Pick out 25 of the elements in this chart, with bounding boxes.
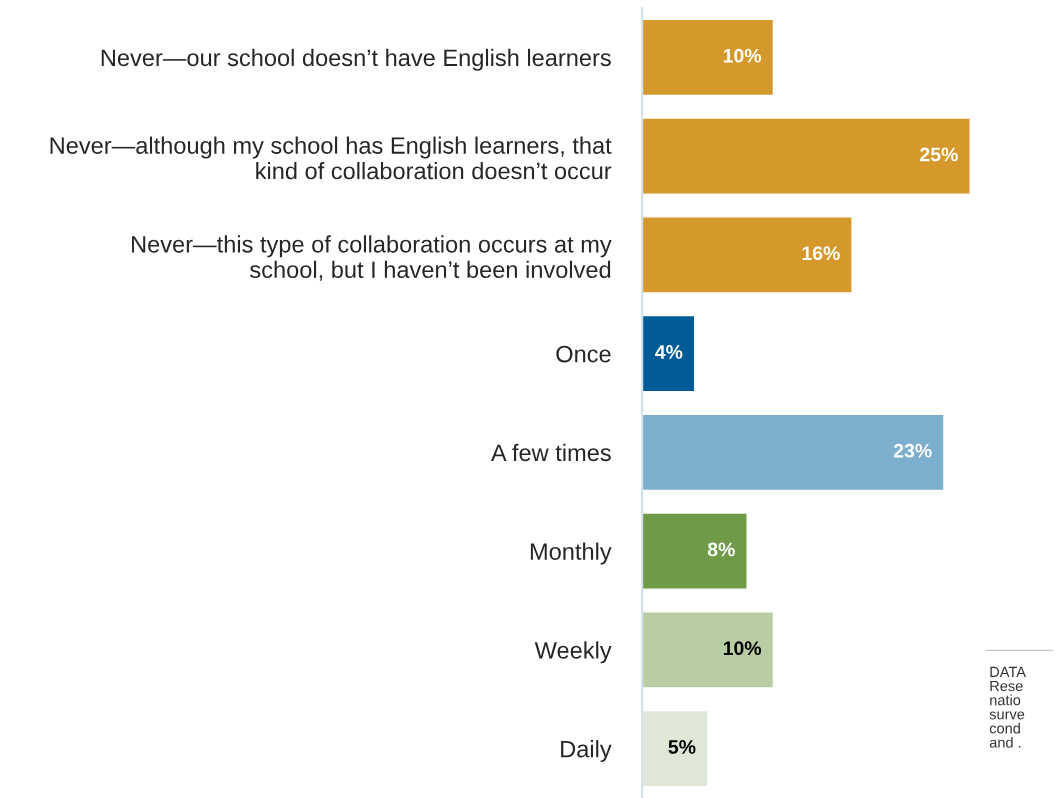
y-tick-label: Never—although my school has English learners, that kind of collaboration doesn’t occur bbox=[50, 136, 612, 180]
y-tick-label: A few times bbox=[490, 443, 611, 462]
bar bbox=[642, 413, 945, 492]
y-tick-label: Never—our school doesn’t have English learners bbox=[101, 48, 611, 71]
bar bbox=[642, 512, 748, 590]
data-label: 10% bbox=[723, 641, 762, 656]
y-tick-label: Once bbox=[556, 345, 611, 363]
data-label: 8% bbox=[707, 542, 735, 557]
data-label: 4% bbox=[655, 345, 683, 359]
bar bbox=[642, 18, 775, 97]
bar bbox=[642, 117, 971, 195]
data-label: 16% bbox=[802, 246, 840, 261]
bar bbox=[642, 216, 853, 294]
data-label: 5% bbox=[668, 740, 696, 754]
y-tick-label: Monthly bbox=[530, 542, 612, 565]
data-label: 23% bbox=[893, 443, 932, 458]
bar bbox=[642, 314, 696, 393]
data-label: 10% bbox=[723, 48, 762, 63]
y-tick-label: Never—this type of collaboration occurs at my school, but I haven’t been involved bbox=[132, 235, 612, 281]
bar bbox=[642, 611, 775, 689]
bar bbox=[642, 709, 709, 788]
text: DATA Rese natio surve cond and . bbox=[989, 666, 1026, 748]
y-tick-label: Daily bbox=[561, 740, 612, 763]
data-label: 25% bbox=[920, 147, 958, 162]
y-tick-label: Weekly bbox=[534, 641, 612, 664]
